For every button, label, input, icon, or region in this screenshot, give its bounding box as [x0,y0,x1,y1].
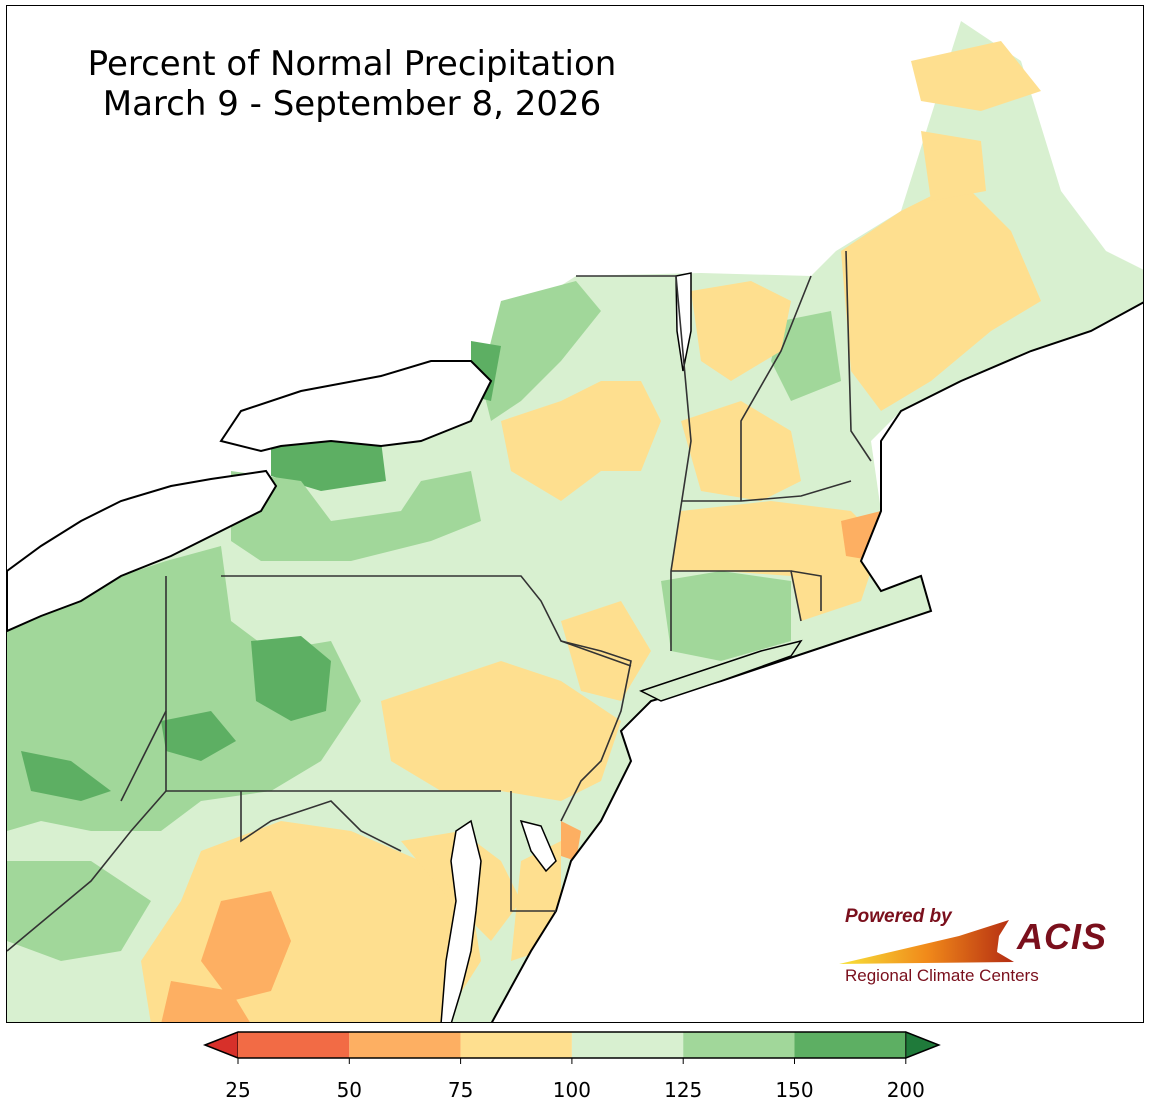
legend-tick-label: 150 [775,1078,814,1102]
dry-zone [911,41,1041,111]
wet-zone [21,751,111,801]
swoosh-icon [839,920,1014,964]
lake-ontario [219,360,493,453]
wet-zone [7,861,151,961]
regional-climate-centers-text: Regional Climate Centers [845,966,1039,985]
wet-zone [161,711,236,761]
very-dry-zone [561,821,581,861]
wet-zone [251,636,331,721]
dry-zone [841,181,1041,411]
legend-bin [349,1032,461,1058]
legend-tick-label: 75 [447,1078,474,1102]
delaware-bay [519,819,557,873]
dry-zone [671,501,881,621]
state-borders [7,250,872,952]
wet-zone [231,471,481,561]
wet-zone [7,546,361,831]
acis-wordmark: ACIS [1017,916,1108,957]
legend-tick-label: 200 [886,1078,925,1102]
dry-zone [501,381,661,501]
very-dry-zone [201,891,291,1001]
color-legend: 25 50 75 100 125 150 200 [200,1030,945,1105]
dry-zone [381,661,621,801]
legend-tick-label: 100 [552,1078,591,1102]
legend-bin [571,1032,684,1058]
legend-bin [683,1032,795,1058]
acis-logo: Powered by ACIS Regional Climate Centers [839,906,1119,996]
legend-bin [238,1032,350,1058]
atlantic-ocean [490,301,1143,1022]
colorbar [202,1031,941,1064]
legend-tick-label: 125 [664,1078,703,1102]
wet-zone [481,281,601,421]
lake-champlain [675,272,692,372]
wet-zone [271,441,386,491]
dry-zone [691,281,791,381]
long-island [639,639,803,702]
lake-erie [7,469,278,633]
map-panel: Percent of Normal Precipitation March 9 … [6,5,1144,1023]
legend-bin [460,1032,572,1058]
legend-underflow-arrow [203,1031,239,1059]
map-title: Percent of Normal Precipitation [87,44,617,84]
legend-overflow-arrow [905,1031,941,1059]
dry-zone [921,131,986,201]
powered-by-text: Powered by [845,906,952,927]
map-subtitle: March 9 - September 8, 2026 [102,84,602,124]
legend-tick-label: 50 [336,1078,363,1102]
legend-tick-label: 25 [225,1078,251,1102]
chesapeake-bay [440,819,482,1022]
very-dry-zone [161,981,250,1022]
precipitation-map [7,21,1143,1022]
wet-zone [661,571,791,661]
legend-bin [794,1032,906,1058]
